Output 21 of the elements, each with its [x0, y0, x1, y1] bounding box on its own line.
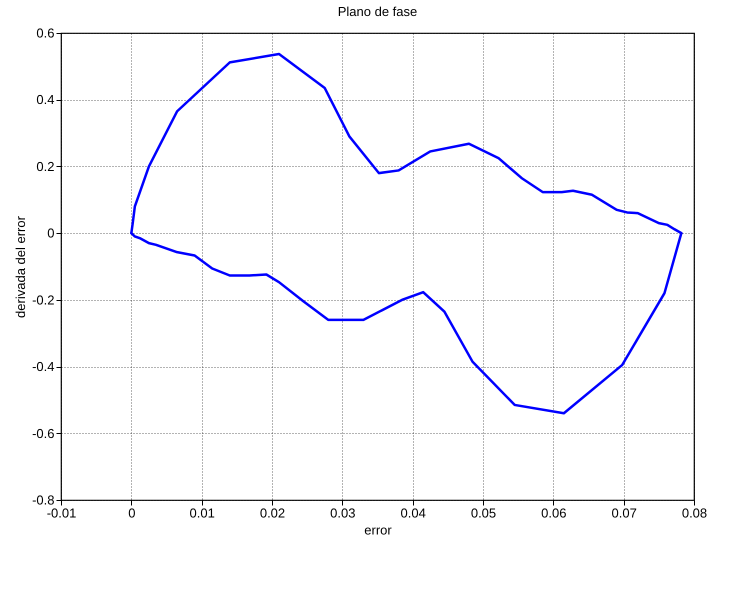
x-tick-label: 0.04 — [400, 506, 426, 520]
x-tick-label: 0.05 — [470, 506, 496, 520]
x-tick-label: 0.08 — [682, 506, 708, 520]
y-tick-label: -0.2 — [32, 292, 54, 308]
y-axis-title: derivada del error — [13, 215, 28, 318]
y-tick-label: 0.2 — [36, 158, 54, 174]
x-tick-label: 0.07 — [612, 506, 637, 520]
x-tick-label: 0.02 — [260, 506, 286, 520]
y-tick-label: -0.6 — [32, 426, 54, 441]
y-tick-label: 0.6 — [36, 26, 54, 40]
y-tick-label: 0.4 — [36, 92, 54, 108]
y-tick-label: -0.8 — [32, 492, 54, 508]
x-tick-label: -0.01 — [46, 506, 76, 520]
x-axis-title: error — [364, 522, 392, 538]
y-tick-label: -0.4 — [32, 359, 54, 374]
x-tick-label: 0.06 — [541, 506, 566, 520]
chart-title: Plano de fase — [338, 4, 418, 19]
y-tick-label: 0 — [47, 226, 54, 241]
x-tick-label: 0.03 — [330, 506, 356, 520]
x-tick-label: 0 — [128, 506, 136, 520]
x-tick-label: 0.01 — [190, 506, 215, 520]
